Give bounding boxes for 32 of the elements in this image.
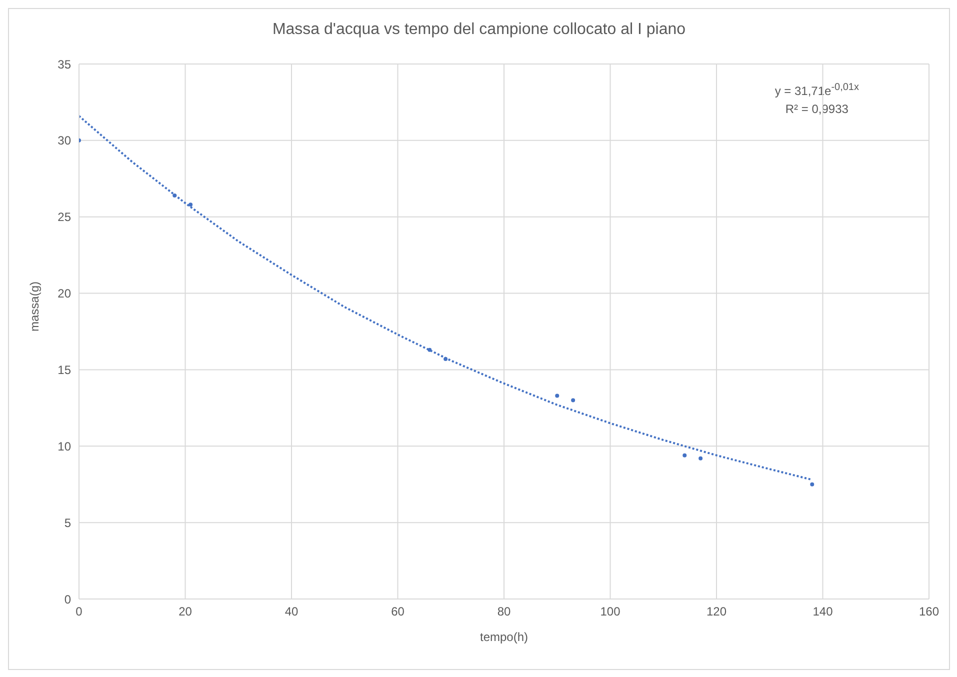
x-tick-label: 60	[391, 604, 405, 619]
y-axis-title: massa(g)	[27, 281, 42, 332]
y-tick-label: 10	[58, 439, 72, 454]
y-tick-label: 0	[64, 592, 72, 606]
x-tick-label: 120	[706, 604, 727, 619]
x-tick-label: 0	[76, 604, 83, 619]
point	[682, 453, 687, 458]
point	[698, 456, 703, 460]
point	[571, 398, 576, 402]
y-tick-label: 5	[64, 516, 72, 530]
x-tick-label: 80	[497, 604, 511, 619]
point	[444, 357, 448, 362]
point	[172, 193, 177, 198]
x-tick-label: 20	[178, 604, 192, 619]
annotation: R² = 0,9933	[784, 101, 850, 118]
y-tick-label: 30	[58, 134, 72, 148]
chart-title: Massa d'acqua vs tempo del campione collocato al I piano	[271, 21, 687, 39]
x-tick-label: 160	[918, 604, 940, 619]
y-tick-label: 25	[58, 210, 72, 224]
y-tick-label: 35	[58, 57, 72, 72]
y-tick-label: 20	[58, 286, 72, 301]
x-tick-label: 140	[812, 604, 834, 619]
point	[555, 394, 560, 398]
line-series	[79, 114, 814, 481]
x-axis-title: tempo(h)	[480, 630, 528, 644]
point	[188, 202, 193, 207]
x-tick-label: 100	[600, 604, 621, 619]
point	[810, 482, 814, 486]
point	[428, 348, 432, 352]
annotation: y = 31,71e$^{-0,01x}$	[774, 81, 859, 100]
x-tick-label: 40	[284, 604, 298, 619]
y-tick-label: 15	[58, 362, 72, 377]
